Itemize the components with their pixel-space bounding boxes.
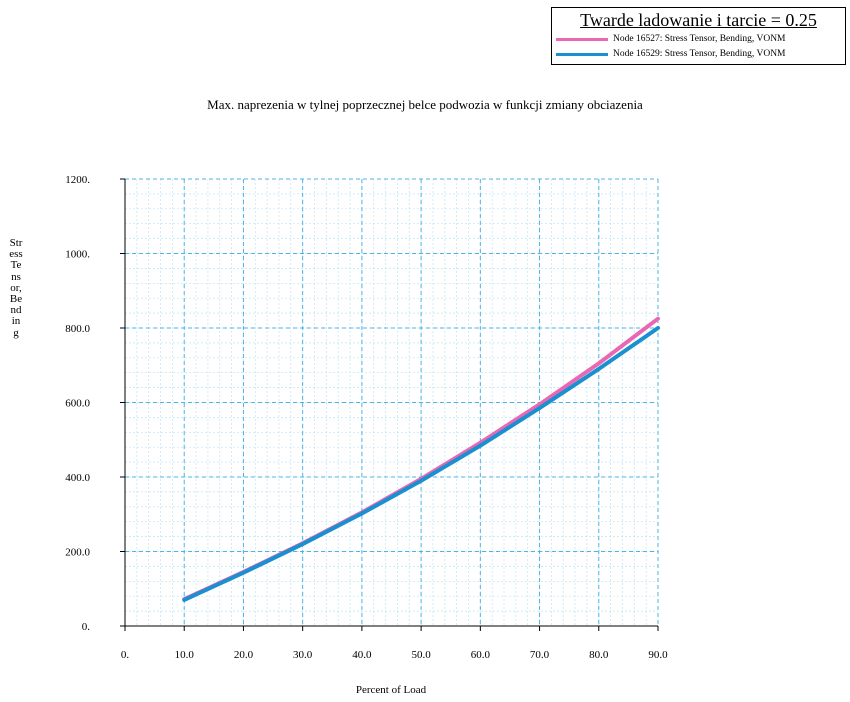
legend-label-node-16527: Node 16527: Stress Tensor, Bending, VONM xyxy=(613,34,786,44)
legend-item-node-16527: Node 16527: Stress Tensor, Bending, VONM xyxy=(556,32,786,46)
x-tick-label: 80.0 xyxy=(589,649,609,661)
y-tick-label: 1200. xyxy=(65,174,90,186)
y-tick-label: 600.0 xyxy=(65,398,90,410)
y-tick-label: 400.0 xyxy=(65,472,90,484)
chart-title: Max. naprezenia w tylnej poprzecznej bel… xyxy=(207,97,643,112)
x-tick-label: 40.0 xyxy=(352,649,372,661)
x-tick-label: 90.0 xyxy=(648,649,668,661)
x-tick-label: 60.0 xyxy=(471,649,491,661)
y-tick-label: 0. xyxy=(82,621,91,633)
legend: Twarde ladowanie i tarcie = 0.25 Node 16… xyxy=(551,7,846,65)
x-tick-label: 10.0 xyxy=(175,649,195,661)
x-tick-label: 70.0 xyxy=(530,649,550,661)
x-tick-label: 20.0 xyxy=(234,649,254,661)
y-tick-label: 800.0 xyxy=(65,323,90,335)
legend-item-node-16529: Node 16529: Stress Tensor, Bending, VONM xyxy=(556,47,786,61)
x-tick-label: 0. xyxy=(121,649,130,661)
y-axis-label: Stress Tensor, Bending xyxy=(9,237,26,339)
legend-swatch-node-16529 xyxy=(556,52,608,56)
series-line-node-16529 xyxy=(182,326,660,602)
x-tick-label: 30.0 xyxy=(293,649,313,661)
x-tick-label: 50.0 xyxy=(411,649,431,661)
x-axis-label: Percent of Load xyxy=(355,684,427,696)
y-tick-label: 200.0 xyxy=(65,547,90,559)
y-tick-label: 1000. xyxy=(65,249,90,261)
legend-swatch-node-16527 xyxy=(556,37,608,41)
legend-label-node-16529: Node 16529: Stress Tensor, Bending, VONM xyxy=(613,49,786,59)
legend-title: Twarde ladowanie i tarcie = 0.25 xyxy=(580,10,817,30)
